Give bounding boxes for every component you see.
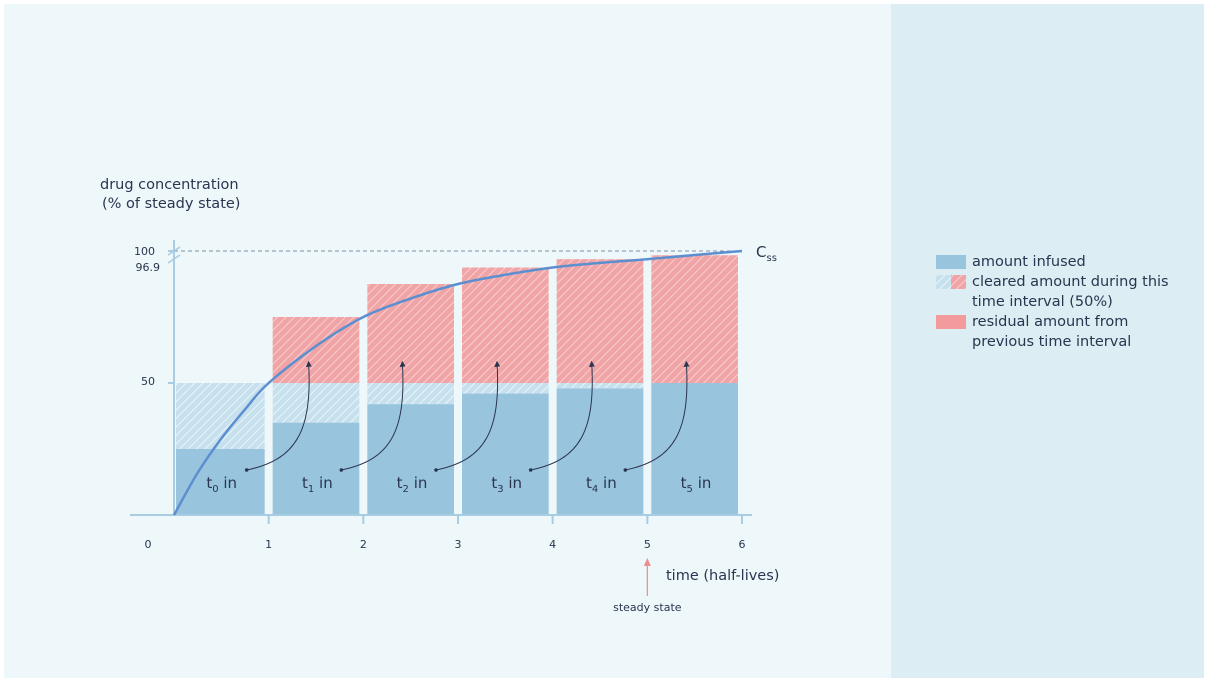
legend-text-residual: residual amount from previous time inter… <box>972 314 1132 350</box>
concentration-chart: t0 in t1 in t2 in t3 in t4 in t5 in drug conce… <box>100 177 779 614</box>
x-tick-label: 6 <box>739 538 746 551</box>
y-axis-title: drug concentration <box>100 177 239 193</box>
legend-item-infused: amount infused <box>936 252 1186 272</box>
steady-state-label: steady state <box>613 601 682 614</box>
bar-cleared <box>556 383 644 389</box>
y-axis-subtitle: (% of steady state) <box>102 196 240 212</box>
carryover-arrow <box>341 360 406 471</box>
interval-label: t3 in <box>491 474 522 495</box>
carryover-arrow <box>625 360 690 471</box>
legend-text-cleared: cleared amount during this time interval… <box>972 274 1169 310</box>
bar-infused <box>462 393 549 515</box>
legend: amount infused cleared amount during thi… <box>936 252 1186 352</box>
x-tick-label: 5 <box>644 538 651 551</box>
y-tick-label: 50 <box>141 375 155 388</box>
x-tick-label: 2 <box>360 538 367 551</box>
legend-text-infused: amount infused <box>972 254 1086 270</box>
bar-residual <box>556 259 644 383</box>
interval-label: t4 in <box>586 474 617 495</box>
bar-cleared <box>367 383 454 405</box>
carryover-arrow <box>435 360 501 471</box>
interval-label: t1 in <box>302 474 333 495</box>
interval-label: t2 in <box>397 474 428 495</box>
x-tick-label: 1 <box>265 538 272 551</box>
legend-swatch-infused <box>936 255 966 269</box>
bar-cleared <box>272 383 360 423</box>
bar-infused <box>176 449 265 515</box>
bar-residual <box>651 255 738 383</box>
x-tick-label: 4 <box>549 538 556 551</box>
css-label: Css <box>756 243 777 264</box>
bar-infused <box>556 388 644 515</box>
interval-label: t0 in <box>206 474 237 495</box>
bar-residual <box>367 284 454 383</box>
bar-infused <box>367 404 454 515</box>
legend-item-residual: residual amount from previous time inter… <box>936 312 1186 352</box>
bar-residual <box>462 267 549 383</box>
x-axis-title: time (half-lives) <box>666 568 779 584</box>
concentration-curve <box>172 249 743 516</box>
x-tick-label: 0 <box>145 538 152 551</box>
legend-panel <box>891 4 1204 678</box>
interval-label: t5 in <box>681 474 712 495</box>
carryover-arrow <box>530 360 595 471</box>
legend-swatch-residual <box>936 315 966 329</box>
legend-swatch-cleared <box>936 275 966 289</box>
carryover-arrow <box>246 360 312 471</box>
bar-infused <box>651 383 738 515</box>
bar-cleared <box>462 383 549 394</box>
steady-state-arrowhead <box>643 558 651 566</box>
y-tick-label: 100 <box>134 245 155 258</box>
legend-item-cleared: cleared amount during this time interval… <box>936 272 1186 312</box>
y-tick-label: 96.9 <box>136 261 161 274</box>
x-tick-label: 3 <box>455 538 462 551</box>
